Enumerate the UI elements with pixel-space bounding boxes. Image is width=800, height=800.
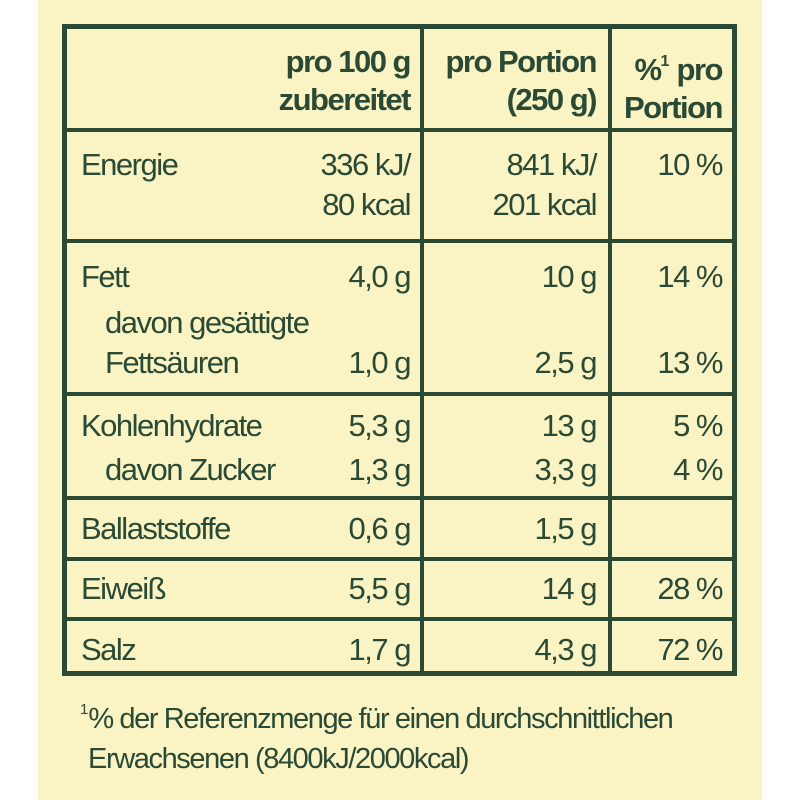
header-percent-portion: %1 pro Portion [624, 43, 724, 127]
header-per-portion: pro Portion (250 g) [445, 43, 598, 119]
row-label-kohlenhydrate: Kohlenhydrate [81, 408, 263, 443]
row-divider [67, 496, 732, 500]
energie-per100: 336 kJ/ 80 kcal [320, 145, 412, 225]
header-text: pro [669, 52, 724, 87]
kohlenhydrate-portion: 13 g [541, 408, 598, 443]
zucker-per100: 1,3 g [348, 452, 412, 487]
nutrition-table: pro 100 g zubereitet pro Portion (250 g)… [62, 24, 737, 676]
fett-per100: 4,0 g [348, 259, 412, 294]
salz-per100: 1,7 g [348, 632, 412, 667]
header-text: zubereitet [278, 82, 412, 117]
zucker-pct: 4 % [673, 452, 723, 487]
value: 201 kcal [492, 187, 598, 222]
row-label-zucker: davon Zucker [105, 452, 276, 487]
row-divider [67, 392, 732, 396]
column-divider [420, 29, 424, 671]
label-text: Fettsäuren [105, 345, 240, 380]
energie-pct: 10 % [657, 147, 723, 182]
header-text: pro Portion [445, 44, 597, 79]
ballaststoffe-portion: 1,5 g [534, 511, 598, 546]
value: 841 kJ/ [506, 147, 598, 182]
column-divider [608, 29, 612, 671]
percent-symbol: % [634, 52, 662, 87]
kohlenhydrate-per100: 5,3 g [348, 408, 412, 443]
row-divider [67, 557, 732, 561]
row-label-salz: Salz [81, 632, 137, 667]
ballaststoffe-per100: 0,6 g [348, 511, 412, 546]
value: 80 kcal [322, 187, 411, 222]
footnote-text: % der Referenzmenge für einen durchschni… [88, 703, 673, 735]
row-divider [67, 617, 732, 621]
footnote-marker: 1 [660, 53, 670, 70]
row-divider [67, 128, 732, 132]
eiweiss-pct: 28 % [657, 571, 723, 606]
footnote-marker: 1 [80, 701, 89, 718]
row-label-ballaststoffe: Ballaststoffe [81, 511, 231, 546]
salz-pct: 72 % [657, 632, 723, 667]
gesaettigte-per100: 1,0 g [348, 345, 412, 380]
fett-portion: 10 g [541, 259, 598, 294]
kohlenhydrate-pct: 5 % [673, 408, 723, 443]
header-text: (250 g) [506, 82, 598, 117]
row-divider [67, 239, 732, 243]
row-label-energie: Energie [81, 147, 179, 182]
header-per-100g: pro 100 g zubereitet [278, 43, 412, 119]
gesaettigte-portion: 2,5 g [534, 345, 598, 380]
value: 336 kJ/ [320, 147, 412, 182]
label-text: davon gesättigte [105, 305, 310, 340]
salz-portion: 4,3 g [534, 632, 598, 667]
header-text: Portion [624, 90, 724, 125]
footnote-line-2: Erwachsenen (8400kJ/2000kcal) [88, 743, 470, 775]
header-text: pro 100 g [285, 44, 412, 79]
gesaettigte-pct: 13 % [657, 345, 723, 380]
row-label-eiweiss: Eiweiß [81, 571, 167, 606]
row-label-gesaettigte: davon gesättigte Fettsäuren [81, 303, 310, 383]
fett-pct: 14 % [657, 259, 723, 294]
footnote-line-1: 1% der Referenzmenge für einen durchschn… [80, 690, 760, 739]
energie-portion: 841 kJ/ 201 kcal [492, 145, 598, 225]
eiweiss-per100: 5,5 g [348, 571, 412, 606]
label-background [38, 0, 762, 800]
row-label-fett: Fett [81, 259, 130, 294]
zucker-portion: 3,3 g [534, 452, 598, 487]
footnote: 1% der Referenzmenge für einen durchschn… [80, 690, 760, 779]
header-text: %1 pro [624, 43, 724, 89]
eiweiss-portion: 14 g [541, 571, 598, 606]
